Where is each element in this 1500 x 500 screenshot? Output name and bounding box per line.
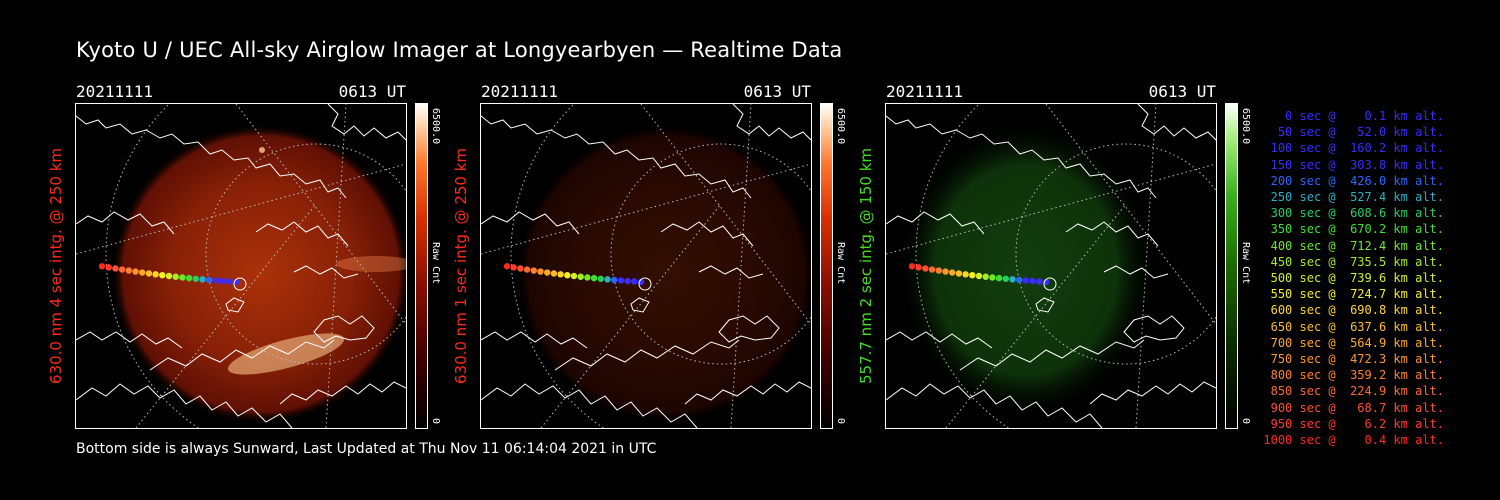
all-sky-image <box>480 103 812 429</box>
legend-item: 750 sec @ 472.3 km alt. <box>1263 352 1444 367</box>
legend-item: 550 sec @ 724.7 km alt. <box>1263 287 1444 302</box>
legend-item: 300 sec @ 608.6 km alt. <box>1263 206 1444 221</box>
legend-item: 950 sec @ 6.2 km alt. <box>1263 416 1444 431</box>
scale-max-label: 6500.0 <box>1240 108 1251 145</box>
panel-date: 20211111 <box>76 82 154 101</box>
panel-time: 0613 UT <box>338 82 406 101</box>
legend-item: 600 sec @ 690.8 km alt. <box>1263 303 1444 318</box>
scale-min-label: 0 <box>835 418 846 425</box>
legend-item: 200 sec @ 426.0 km alt. <box>1263 173 1444 188</box>
panel-wavelength-label: 630.0 nm 4 sec intg. @ 250 km <box>47 147 65 385</box>
all-sky-image <box>885 103 1217 429</box>
color-scale-bar <box>1225 103 1238 429</box>
legend-item: 1000 sec @ 0.4 km alt. <box>1263 433 1444 448</box>
legend-item: 800 sec @ 359.2 km alt. <box>1263 368 1444 383</box>
scale-min-label: 0 <box>430 418 441 425</box>
airglow-panel-630nm-1s: 20211111 0613 UT 630.0 nm 1 sec intg. @ … <box>452 80 846 430</box>
legend-item: 850 sec @ 224.9 km alt. <box>1263 384 1444 399</box>
legend-item: 650 sec @ 637.6 km alt. <box>1263 319 1444 334</box>
legend-item: 700 sec @ 564.9 km alt. <box>1263 335 1444 350</box>
scale-unit-label: Raw Cnt <box>430 242 441 285</box>
legend-item: 400 sec @ 712.4 km alt. <box>1263 238 1444 253</box>
scale-unit-label: Raw Cnt <box>1240 242 1251 285</box>
all-sky-image <box>75 103 407 429</box>
footer-status: Bottom side is always Sunward, Last Upda… <box>76 441 657 457</box>
panel-date: 20211111 <box>886 82 964 101</box>
panel-time: 0613 UT <box>743 82 811 101</box>
scale-min-label: 0 <box>1240 418 1251 425</box>
legend-item: 0 sec @ 0.1 km alt. <box>1263 109 1444 123</box>
legend-item: 150 sec @ 303.8 km alt. <box>1263 157 1444 172</box>
panel-wavelength-label: 630.0 nm 1 sec intg. @ 250 km <box>452 147 470 385</box>
panel-date: 20211111 <box>481 82 559 101</box>
legend-item: 350 sec @ 670.2 km alt. <box>1263 222 1444 237</box>
panel-time: 0613 UT <box>1148 82 1216 101</box>
legend-item: 500 sec @ 739.6 km alt. <box>1263 271 1444 286</box>
airglow-panel-557nm-2s: 20211111 0613 UT 557.7 nm 2 sec intg. @ … <box>857 80 1251 430</box>
legend-item: 50 sec @ 52.0 km alt. <box>1263 125 1444 140</box>
legend-item: 100 sec @ 160.2 km alt. <box>1263 141 1444 156</box>
legend-item: 250 sec @ 527.4 km alt. <box>1263 190 1444 205</box>
panel-wavelength-label: 557.7 nm 2 sec intg. @ 150 km <box>857 147 875 385</box>
airglow-panel-630nm-4s: 20211111 0613 UT 630.0 nm 4 sec intg. @ … <box>47 80 441 430</box>
color-scale-bar <box>820 103 833 429</box>
legend-item: 450 sec @ 735.5 km alt. <box>1263 254 1444 269</box>
legend-item: 900 sec @ 68.7 km alt. <box>1263 400 1444 415</box>
scale-unit-label: Raw Cnt <box>835 242 846 285</box>
scale-max-label: 6500.0 <box>430 108 441 145</box>
trajectory-time-altitude-legend: 0 sec @ 0.1 km alt. 50 sec @ 52.0 km alt… <box>1262 108 1444 448</box>
scale-max-label: 6500.0 <box>835 108 846 145</box>
color-scale-bar <box>415 103 428 429</box>
page-title: Kyoto U / UEC All-sky Airglow Imager at … <box>76 38 843 62</box>
